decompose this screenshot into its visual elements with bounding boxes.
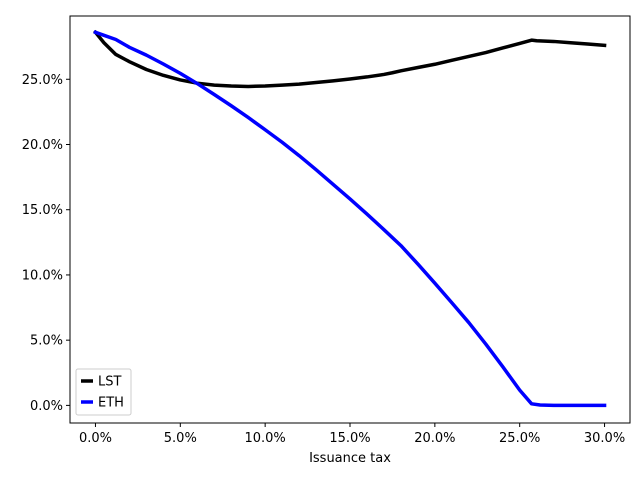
x-axis-label: Issuance tax (309, 451, 391, 466)
legend-label-eth: ETH (98, 396, 124, 411)
x-tick-label: 5.0% (164, 431, 197, 446)
legend: LST ETH (75, 368, 132, 416)
x-tick-label: 15.0% (329, 431, 370, 446)
y-tick-label: 25.0% (22, 73, 63, 88)
y-tick-label: 5.0% (30, 334, 63, 349)
x-tick-label: 30.0% (584, 431, 625, 446)
x-tick-label: 25.0% (499, 431, 540, 446)
series-line-lst (92, 29, 607, 89)
legend-label-lst: LST (98, 375, 121, 390)
x-tick-label: 0.0% (79, 431, 112, 446)
y-tick-label: 0.0% (30, 399, 63, 414)
plot-area (92, 29, 607, 408)
y-tick-label: 15.0% (22, 203, 63, 218)
x-axis: 0.0% 5.0% 10.0% 15.0% 20.0% 25.0% 30.0% (79, 423, 625, 446)
series-line-eth (93, 30, 607, 408)
y-axis: 0.0% 5.0% 10.0% 15.0% 20.0% 25.0% (22, 73, 70, 414)
y-tick-label: 20.0% (22, 138, 63, 153)
y-tick-label: 10.0% (22, 268, 63, 283)
x-tick-label: 20.0% (414, 431, 455, 446)
x-tick-label: 10.0% (244, 431, 285, 446)
